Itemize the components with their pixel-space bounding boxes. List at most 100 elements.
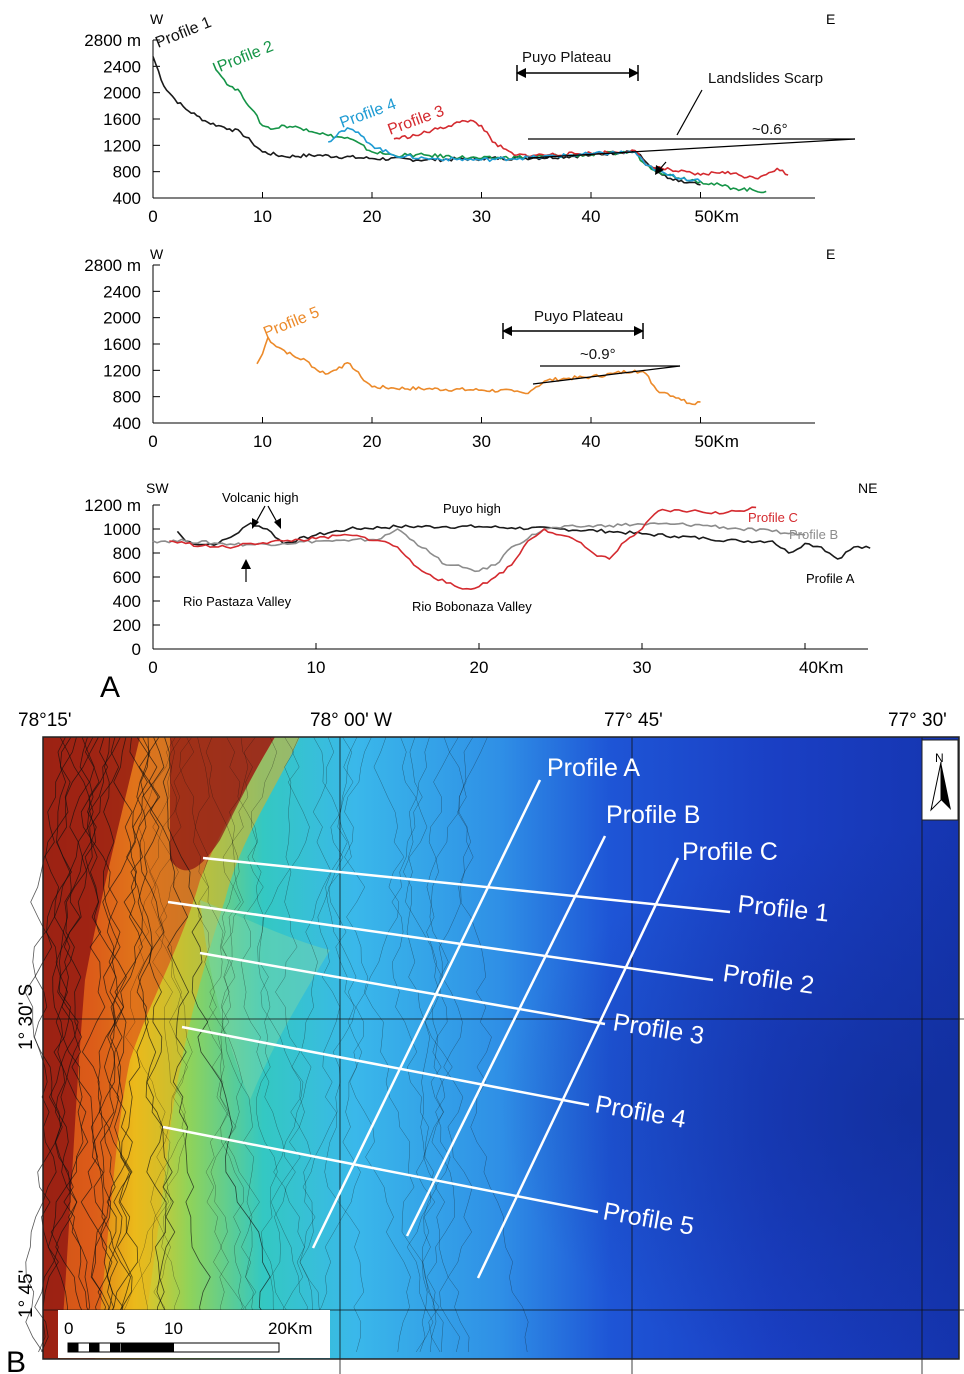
x-tick-label: 40Km: [799, 658, 843, 677]
x-tick-label: 20: [363, 432, 382, 451]
contour-line: [317, 736, 365, 1353]
dir-east: E: [826, 11, 835, 27]
contour-line: [405, 736, 444, 1353]
x-tick-label: 50Km: [695, 207, 739, 226]
contour-line: [194, 736, 244, 1353]
x-tick-label: 10: [307, 658, 326, 677]
x-tick-label: 50Km: [695, 432, 739, 451]
contour-line: [81, 736, 121, 1353]
y-tick-label: 1600: [103, 335, 141, 354]
contour-line: [91, 736, 143, 1353]
profile-lines: [162, 779, 731, 1279]
series-label-profile-c: Profile C: [748, 510, 798, 525]
angle-label: ~0.6°: [752, 121, 788, 138]
scarp-leader: [676, 89, 703, 136]
profile-line-3: [199, 951, 606, 1026]
contour-line: [125, 736, 175, 1353]
arrowhead-right: [629, 68, 639, 78]
plateau-label: Puyo Plateau: [534, 308, 623, 325]
series-label-profile-2: Profile 2: [215, 38, 276, 76]
contour-line: [259, 736, 310, 1353]
coord-top-77-45: 77° 45': [604, 710, 663, 731]
contour-line: [391, 736, 434, 1353]
y-tick-label: 400: [113, 414, 141, 433]
contour-line: [443, 736, 529, 1353]
profile-line-a: [311, 779, 542, 1249]
slope-fit-line: [527, 138, 856, 159]
scale-label-0: 0: [64, 1319, 73, 1338]
x-tick-label: 40: [582, 432, 601, 451]
contour-lines: [24, 736, 529, 1353]
volcanic-arrowhead-1: [252, 518, 259, 529]
volcanic-arrowhead-2: [274, 518, 281, 529]
arrowhead-left: [516, 68, 526, 78]
puyo-fan: [200, 900, 330, 1100]
y-tick-label: 2000: [103, 309, 141, 328]
map-frame: [42, 736, 960, 1360]
profile-line-c: [476, 857, 680, 1279]
contour-line: [34, 736, 90, 1353]
y-tick-label: 1600: [103, 110, 141, 129]
chart-profile-5: 2800 m 2400 2000 1600 1200 800 400 0 10 20 30 40 50…: [84, 246, 835, 451]
y-tick-label: 800: [113, 544, 141, 563]
x-tick-label: 10: [253, 432, 272, 451]
contour-line: [179, 736, 243, 1353]
x-tick-label: 30: [633, 658, 652, 677]
plateau-label: Puyo Plateau: [522, 49, 611, 66]
series-line-profile-4: [327, 127, 702, 183]
north-arrow-right: [941, 762, 951, 810]
map-label-profile-c: Profile C: [682, 838, 778, 866]
dem-map: 78°15' 78° 00' W 77° 45' 77° 30' 1° 30' …: [16, 710, 964, 1374]
y-tick-label: 2800 m: [84, 31, 141, 50]
volcanic-high-label: Volcanic high: [222, 490, 299, 505]
y-tick-label: 2800 m: [84, 256, 141, 275]
y-tick-label: 2000: [103, 84, 141, 103]
contour-line: [205, 736, 253, 1353]
x-tick-label: 0: [148, 432, 157, 451]
scarp-label: Landslides Scarp: [708, 70, 823, 87]
arrowhead-left: [502, 326, 512, 336]
x-tick-label: 30: [472, 207, 491, 226]
panel-a-letter: A: [100, 671, 120, 704]
series-label-profile-5: Profile 5: [261, 304, 322, 342]
contour-line: [425, 736, 470, 1353]
scale-seg-1: [68, 1343, 79, 1352]
contour-line: [294, 736, 363, 1353]
y-tick-label: 1000: [103, 520, 141, 539]
y-tick-label: 1200 m: [84, 496, 141, 515]
y-tick-label: 800: [113, 388, 141, 407]
contour-line: [162, 736, 271, 1353]
panel-b-letter: B: [6, 1346, 26, 1374]
dir-southwest: SW: [146, 480, 169, 496]
x-tick-label: 20: [470, 658, 489, 677]
dir-west: W: [150, 11, 164, 27]
coord-top-78-15: 78°15': [18, 710, 72, 731]
scale-seg-3: [110, 1343, 121, 1352]
contour-line: [205, 736, 265, 1353]
contour-line: [110, 736, 165, 1353]
scale-label-10: 10: [164, 1319, 183, 1338]
contour-line: [129, 736, 176, 1353]
profile-line-4: [181, 1025, 590, 1107]
contour-line: [80, 736, 133, 1353]
x-tick-label: 0: [148, 207, 157, 226]
x-tick-label: 40: [582, 207, 601, 226]
high-ridge: [170, 737, 275, 871]
pastaza-arrowhead: [241, 559, 251, 569]
series-line-profile-2: [212, 62, 767, 194]
rio-bobonaza-label: Rio Bobonaza Valley: [412, 599, 532, 614]
contour-line: [54, 736, 129, 1353]
arrowhead-right: [634, 326, 644, 336]
contour-line: [38, 736, 84, 1353]
contour-line: [299, 736, 356, 1353]
contour-line: [93, 736, 160, 1353]
angle-label: ~0.9°: [580, 346, 616, 363]
series-line-profile-5: [256, 336, 701, 406]
north-arrow: N: [921, 739, 959, 821]
scale-label-5: 5: [116, 1319, 125, 1338]
slope-fit-line: [532, 365, 681, 385]
chart-profiles-a-c: 1200 m 1000 800 600 400 200 0 0 10 20 30 40Km SW N…: [84, 480, 877, 677]
y-tick-label: 2400: [103, 57, 141, 76]
contour-line: [344, 736, 428, 1353]
